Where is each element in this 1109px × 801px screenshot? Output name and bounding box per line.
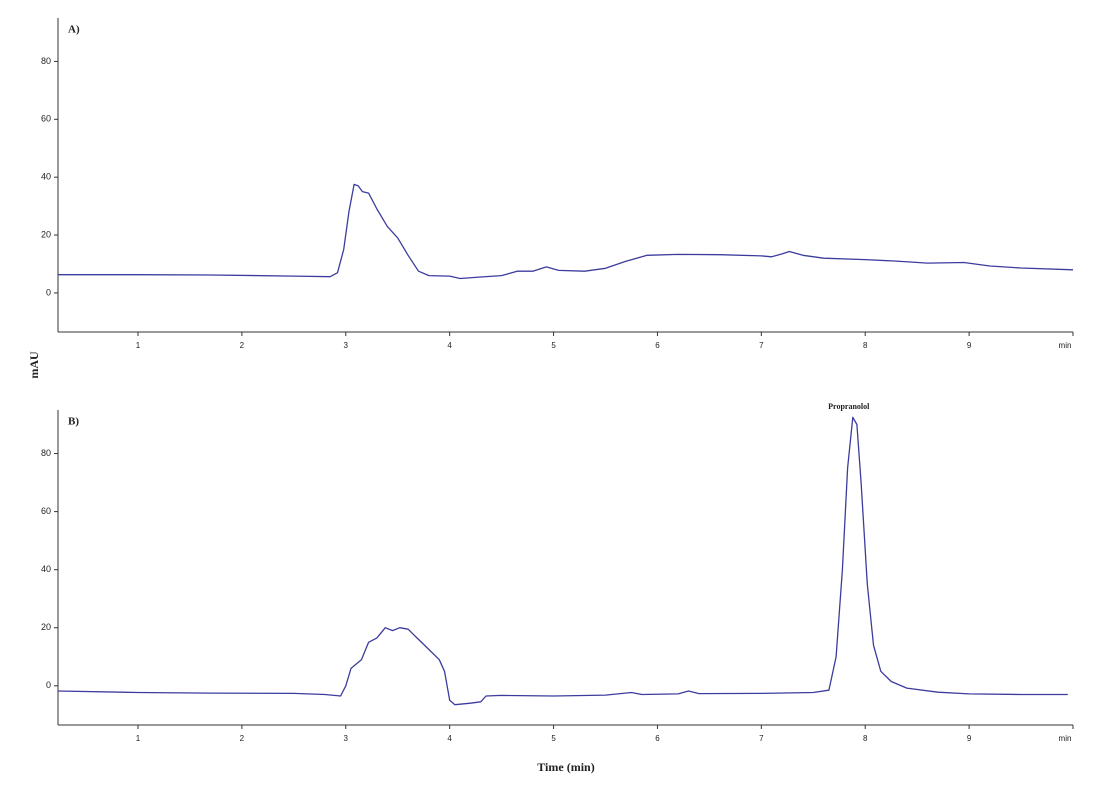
x-tick-label: 2 [240,734,245,743]
x-tick-label: 2 [240,341,245,350]
x-tick-label: 3 [344,341,349,350]
x-tick-label: min [1059,734,1072,743]
x-tick-label: 9 [967,734,972,743]
y-tick-label: 0 [46,287,51,297]
y-tick-label: 40 [41,564,51,574]
x-tick-label: 4 [447,734,452,743]
x-tick-label: 3 [344,734,349,743]
y-axis-label: mAU [27,351,41,379]
x-tick-label: 7 [759,341,764,350]
x-axis-label: Time (min) [537,760,594,774]
y-tick-label: 20 [41,622,51,632]
y-tick-label: 20 [41,229,51,239]
y-tick-label: 60 [41,114,51,124]
x-tick-label: 7 [759,734,764,743]
trace [58,183,1074,280]
peak-annotation: Propranolol [828,402,870,411]
x-tick-label: 5 [551,341,556,350]
y-tick-label: 0 [46,680,51,690]
x-tick-label: 9 [967,341,972,350]
x-tick-label: min [1059,341,1072,350]
x-tick-label: 8 [863,734,868,743]
x-tick-label: 6 [655,734,660,743]
y-tick-label: 80 [41,56,51,66]
y-tick-label: 40 [41,172,51,182]
panel-label: B) [68,416,79,428]
panel-label: A) [68,24,80,36]
x-tick-label: 4 [447,341,452,350]
y-tick-label: 60 [41,506,51,516]
x-tick-label: 8 [863,341,868,350]
x-tick-label: 1 [136,341,141,350]
x-tick-label: 1 [136,734,141,743]
x-tick-label: 5 [551,734,556,743]
trace [57,416,1068,706]
y-tick-label: 80 [41,448,51,458]
x-tick-label: 6 [655,341,660,350]
